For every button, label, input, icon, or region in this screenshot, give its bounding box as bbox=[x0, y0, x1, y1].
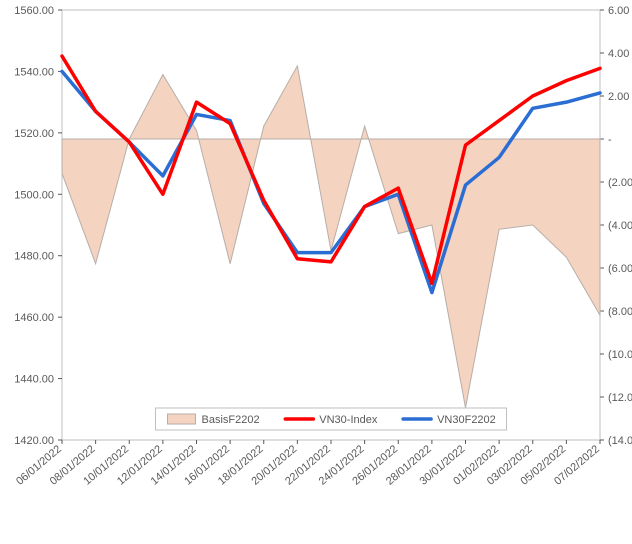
y-left-tick-label: 1480.00 bbox=[14, 251, 54, 263]
y-left-tick-label: 1540.00 bbox=[14, 66, 54, 78]
y-right-tick-label: 4.00 bbox=[608, 48, 629, 60]
y-left-tick-label: 1440.00 bbox=[14, 374, 54, 386]
legend-label: VN30-Index bbox=[319, 414, 378, 426]
y-right-tick-label: (10.00) bbox=[608, 349, 632, 361]
legend-label: BasisF2202 bbox=[201, 414, 259, 426]
legend-swatch bbox=[167, 414, 195, 424]
y-left-tick-label: 1560.00 bbox=[14, 5, 54, 17]
y-right-tick-label: 2.00 bbox=[608, 91, 629, 103]
y-right-tick-label: (4.00) bbox=[608, 220, 632, 232]
y-right-tick-label: (12.00) bbox=[608, 392, 632, 404]
legend-label: VN30F2202 bbox=[437, 414, 496, 426]
y-right-tick-label: - bbox=[608, 134, 612, 146]
y-right-tick-label: (8.00) bbox=[608, 306, 632, 318]
y-left-tick-label: 1420.00 bbox=[14, 435, 54, 447]
y-left-tick-label: 1460.00 bbox=[14, 312, 54, 324]
y-right-tick-label: 6.00 bbox=[608, 5, 629, 17]
y-right-tick-label: (14.00) bbox=[608, 435, 632, 447]
y-right-tick-label: (6.00) bbox=[608, 263, 632, 275]
y-right-tick-label: (2.00) bbox=[608, 177, 632, 189]
y-left-tick-label: 1520.00 bbox=[14, 128, 54, 140]
series-basis bbox=[62, 66, 600, 408]
y-left-tick-label: 1500.00 bbox=[14, 189, 54, 201]
